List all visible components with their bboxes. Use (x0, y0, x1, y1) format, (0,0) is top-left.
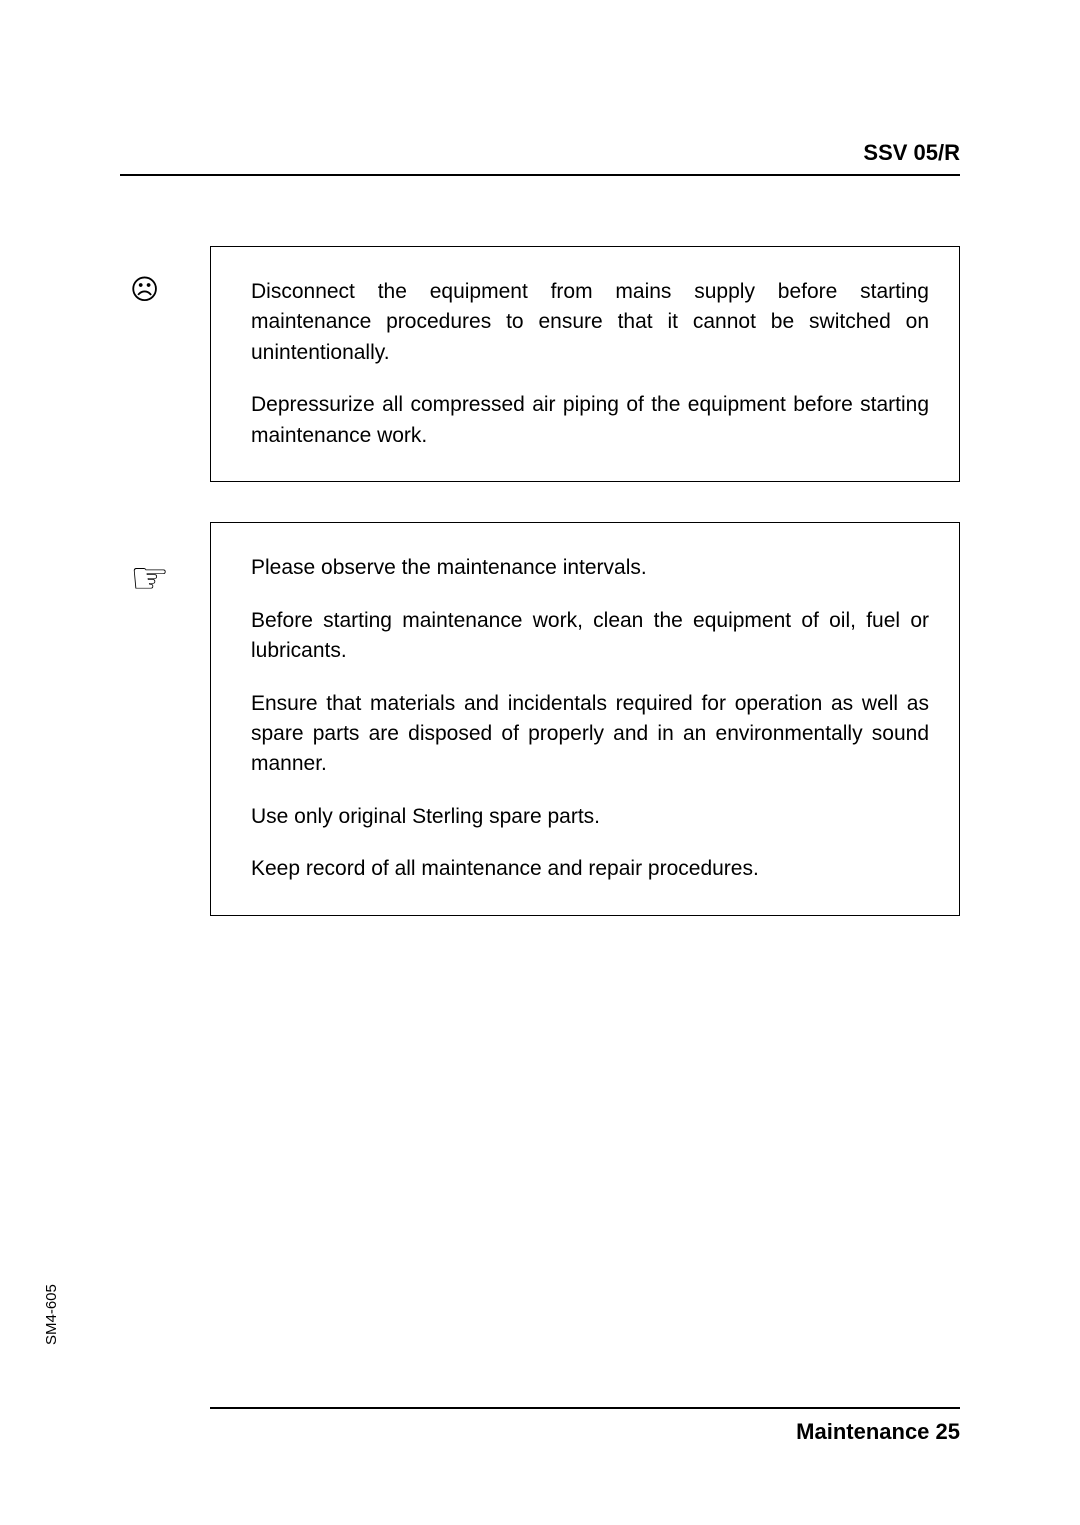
footer: Maintenance 25 (210, 1407, 960, 1445)
footer-page-label: Maintenance 25 (210, 1419, 960, 1445)
warning-box: Disconnect the equipment from mains supp… (210, 246, 960, 482)
note-paragraph-1: Please observe the maintenance intervals… (251, 553, 929, 583)
warning-paragraph-1: Disconnect the equipment from mains supp… (251, 277, 929, 368)
note-paragraph-5: Keep record of all maintenance and repai… (251, 854, 929, 884)
warning-paragraph-2: Depressurize all compressed air piping o… (251, 390, 929, 451)
footer-divider (210, 1407, 960, 1409)
warning-box-row: ☹ Disconnect the equipment from mains su… (120, 246, 960, 482)
note-paragraph-2: Before starting maintenance work, clean … (251, 606, 929, 667)
sad-face-icon: ☹ (130, 276, 210, 304)
note-paragraph-4: Use only original Sterling spare parts. (251, 802, 929, 832)
side-document-label: SM4-605 (43, 1284, 60, 1345)
pointing-hand-icon: ☞ (130, 552, 210, 601)
note-paragraph-3: Ensure that materials and incidentals re… (251, 689, 929, 780)
header-title: SSV 05/R (120, 140, 960, 176)
page-container: SSV 05/R ☹ Disconnect the equipment from… (0, 0, 1080, 1525)
icon-column: ☞ (120, 522, 210, 601)
icon-column: ☹ (120, 246, 210, 304)
note-box: Please observe the maintenance intervals… (210, 522, 960, 916)
note-box-row: ☞ Please observe the maintenance interva… (120, 522, 960, 916)
